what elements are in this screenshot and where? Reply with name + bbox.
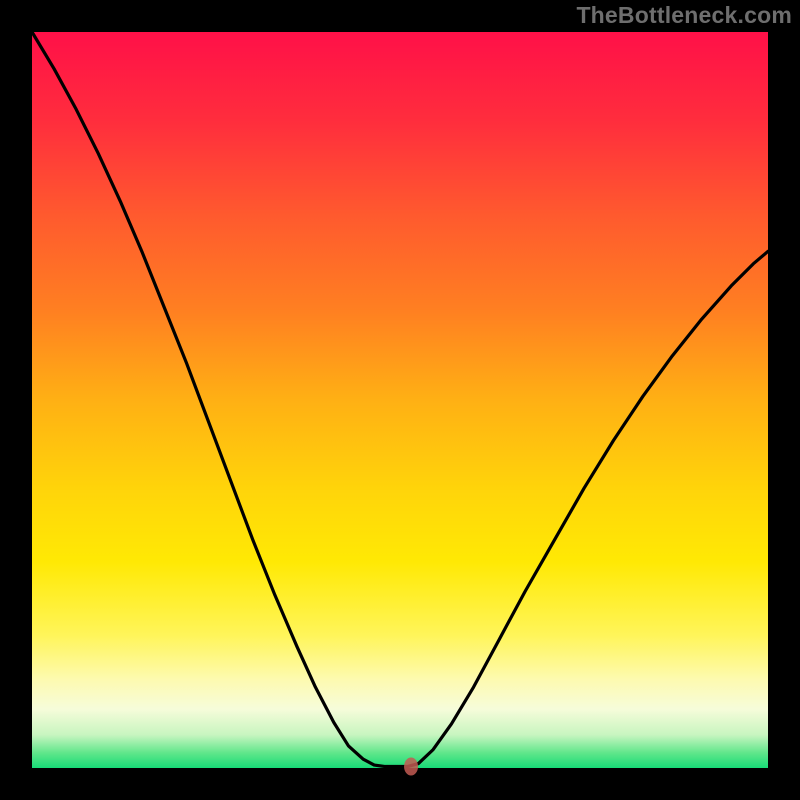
bottleneck-curve-chart: [0, 0, 800, 800]
plot-background: [32, 32, 768, 768]
chart-container: TheBottleneck.com: [0, 0, 800, 800]
watermark-text: TheBottleneck.com: [576, 2, 792, 29]
optimum-marker: [404, 758, 418, 776]
